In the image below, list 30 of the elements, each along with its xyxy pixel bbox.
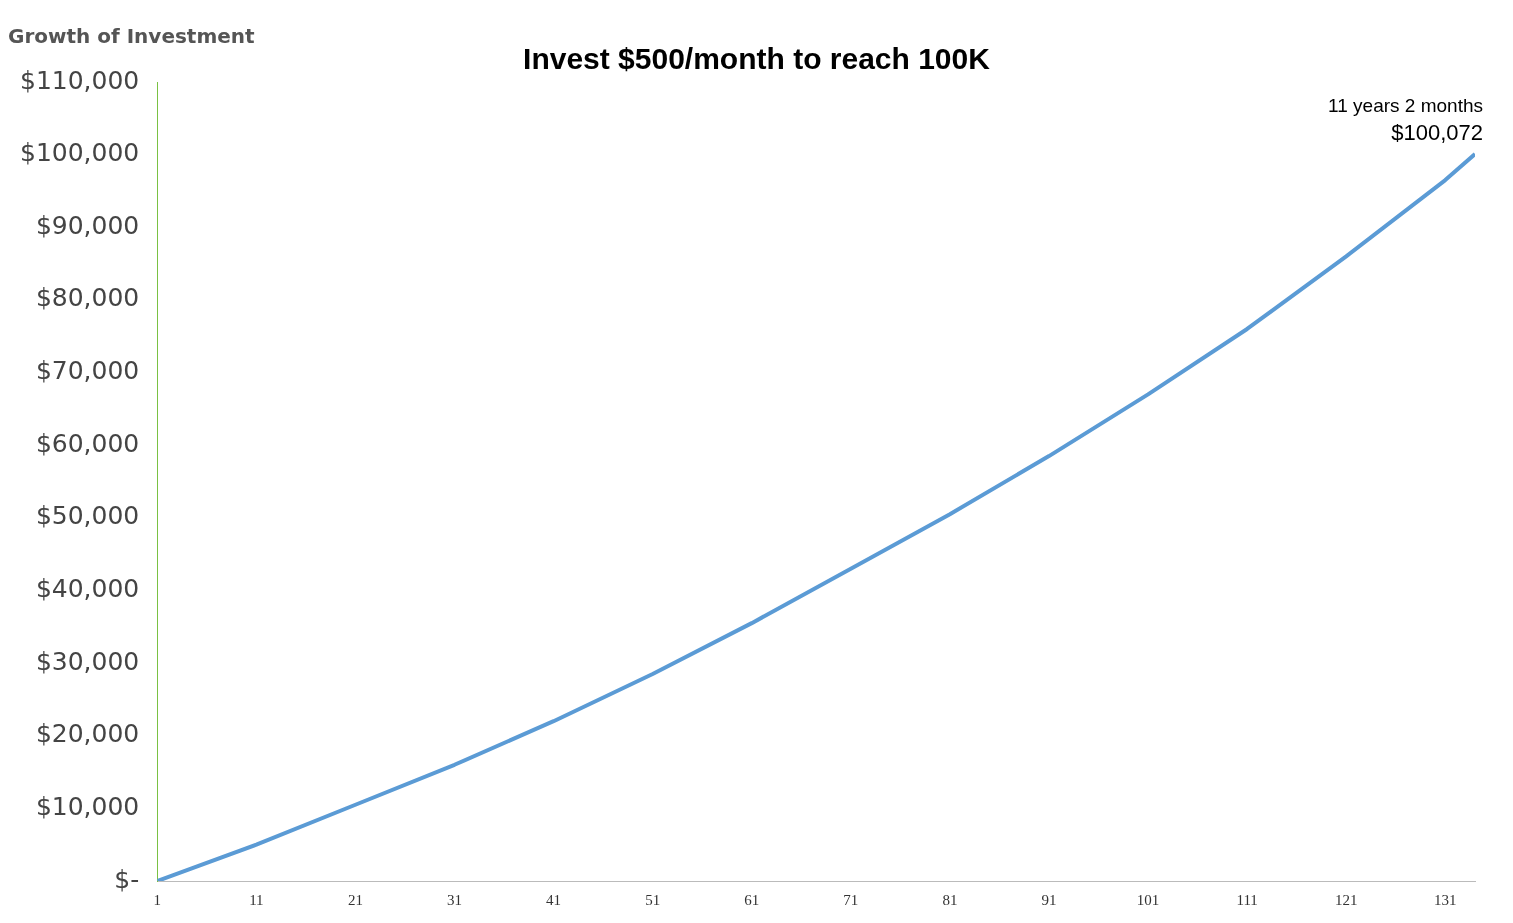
y-tick-label: $50,000: [35, 501, 140, 531]
y-tick-label: $110,000: [19, 65, 140, 95]
y-tick-label: $70,000: [35, 356, 140, 386]
x-tick-label: 91: [1041, 891, 1057, 908]
x-tick-label: 101: [1136, 891, 1160, 908]
x-tick-label: 121: [1334, 891, 1358, 908]
y-tick-label: $40,000: [35, 573, 140, 603]
y-tick-label: $10,000: [35, 791, 140, 821]
annotation: $100,072: [1391, 120, 1483, 146]
x-tick-label: 131: [1434, 891, 1457, 908]
x-tick-label: 21: [347, 891, 363, 908]
chart-title: Invest $500/month to reach 100K: [523, 42, 990, 75]
x-tick-label: 71: [843, 891, 859, 908]
x-tick-label: 111: [1236, 891, 1258, 908]
x-tick-label: 1: [153, 891, 162, 908]
x-tick-label: 51: [645, 891, 661, 908]
y-tick-label: $60,000: [35, 428, 140, 458]
y-tick-label: $20,000: [35, 719, 140, 749]
y-axis-title: Growth of Investment: [8, 24, 255, 48]
y-tick-label: $90,000: [35, 210, 140, 240]
x-tick-label: 81: [942, 891, 958, 908]
x-tick-label: 11: [249, 891, 264, 908]
y-tick-label: $-: [114, 864, 140, 894]
annotation: 11 years 2 months: [1328, 95, 1483, 117]
y-tick-label: $30,000: [35, 646, 140, 676]
y-tick-label: $100,000: [19, 138, 140, 168]
x-tick-label: 31: [447, 891, 463, 908]
x-tick-label: 61: [744, 891, 760, 908]
y-tick-label: $80,000: [35, 283, 140, 313]
x-tick-label: 41: [546, 891, 562, 908]
